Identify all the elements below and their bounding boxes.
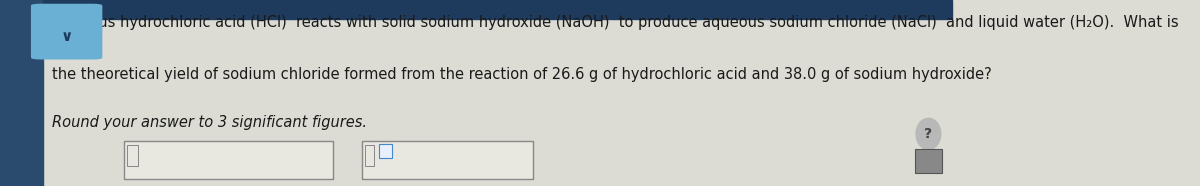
Bar [365,145,374,166]
Bar [43,0,953,19]
Text: Round your answer to 3 significant figures.: Round your answer to 3 significant figur… [53,115,367,130]
Text: g: g [145,155,152,168]
Bar [379,144,392,158]
Text: Aqueous hydrochloric acid (HCl)  reacts with solid sodium hydroxide (NaOH)  to p: Aqueous hydrochloric acid (HCl) reacts w… [53,15,1178,30]
Bar [916,149,942,173]
Ellipse shape [916,118,941,150]
FancyBboxPatch shape [31,4,102,60]
Bar [362,141,533,179]
Text: ∨: ∨ [60,29,73,44]
Bar [127,145,138,166]
Text: ?: ? [924,127,932,141]
Bar [124,141,334,179]
Text: the theoretical yield of sodium chloride formed from the reaction of 26.6 g of h: the theoretical yield of sodium chloride… [53,67,992,82]
Bar [0,0,43,186]
